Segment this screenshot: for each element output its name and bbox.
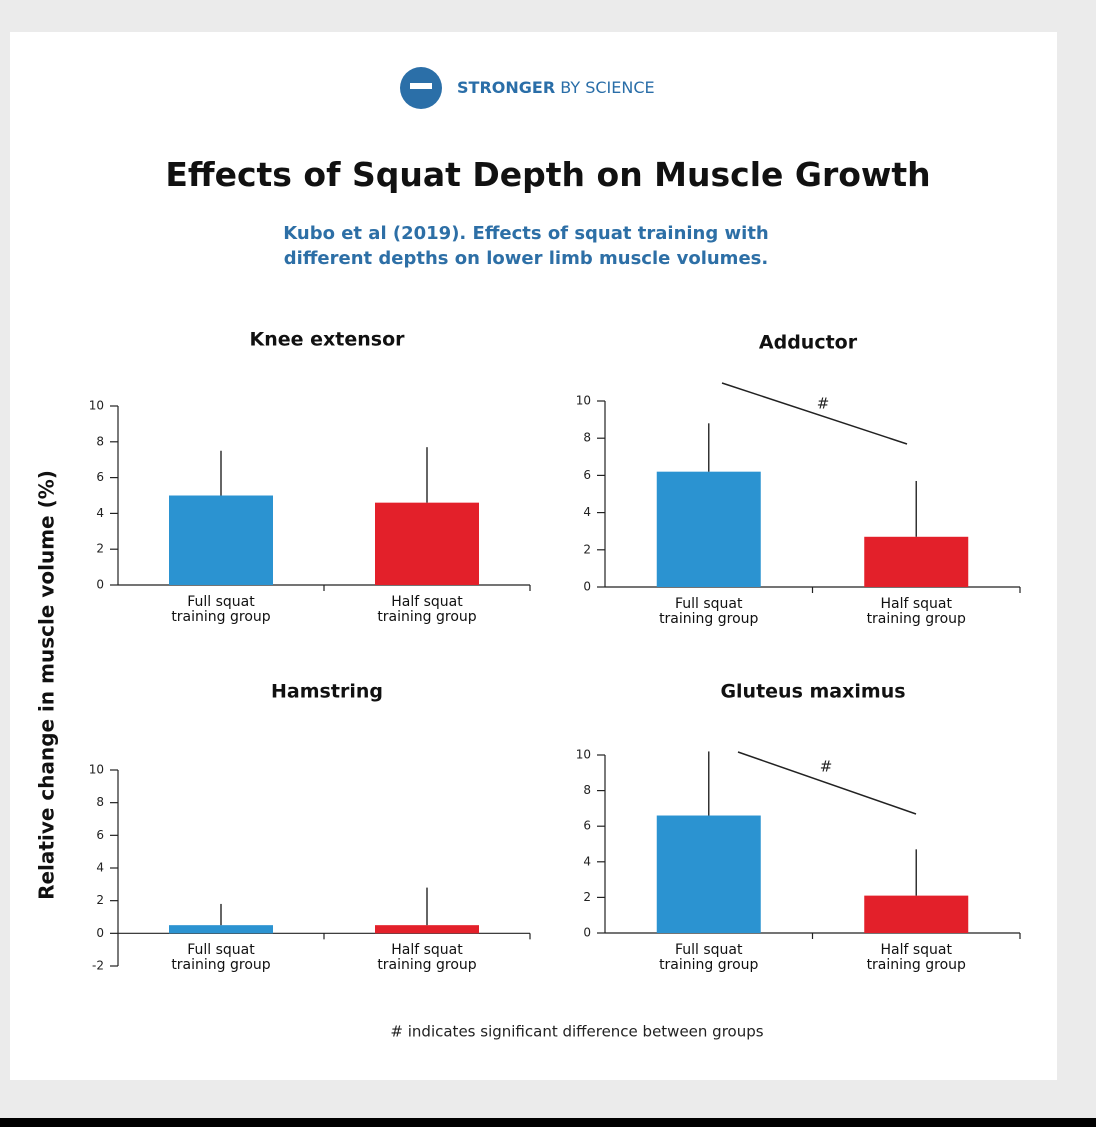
- x-tick-label-box: Half squat training group: [377, 943, 477, 974]
- bar: [375, 925, 479, 934]
- x-tick-label-box: Full squat training group: [171, 595, 271, 625]
- y-tick-label: 4: [583, 505, 591, 519]
- significance-line: [737, 751, 917, 815]
- bar: [656, 815, 761, 933]
- x-tick-label-box: Full squat training group: [171, 943, 271, 974]
- x-tick-label-box: Half squat training group: [866, 943, 966, 973]
- y-tick-label: 2: [583, 890, 591, 904]
- title: Effects of Squat Depth on Muscle Growth: [165, 155, 931, 194]
- y-tick-label: 10: [576, 394, 591, 408]
- x-tick-label-box: Half squat training group: [866, 597, 966, 627]
- bar: [864, 536, 969, 587]
- subtitle: Kubo et al (2019). Effects of squat trai…: [283, 223, 769, 269]
- y-tick-label: 8: [583, 783, 591, 797]
- y-tick-label: 0: [96, 926, 104, 940]
- brand-bold: STRONGER: [457, 78, 556, 97]
- y-tick-label: 6: [96, 470, 104, 484]
- y-tick-label: 8: [96, 795, 104, 809]
- annotation: #: [820, 758, 833, 776]
- y-tick-label: 0: [583, 580, 591, 594]
- x-tick-label: Half squat training group: [866, 597, 966, 627]
- x-tick-label: Full squat training group: [171, 943, 271, 974]
- x-tick-label-box: Full squat training group: [659, 943, 759, 973]
- y-tick-label: 10: [89, 763, 104, 777]
- brand: STRONGER BY SCIENCE: [457, 78, 655, 97]
- x-tick-label-box: Half squat training group: [377, 595, 477, 625]
- y-tick-label: 10: [576, 748, 591, 762]
- logo-icon: [410, 83, 432, 89]
- x-tick-label: Full squat training group: [171, 595, 271, 625]
- y-tick-label: 2: [96, 893, 104, 907]
- y-tick-label: 8: [96, 434, 104, 448]
- y-tick-label: 2: [96, 542, 104, 556]
- bar: [375, 502, 479, 585]
- bottom-bar: [0, 1118, 1096, 1127]
- y-tick-label: 0: [583, 926, 591, 940]
- y-axis-label: Relative change in muscle volume (%): [35, 470, 59, 900]
- y-tick-label: 10: [89, 399, 104, 413]
- y-tick-label: 4: [96, 861, 104, 875]
- x-tick-label: Half squat training group: [866, 943, 966, 973]
- y-tick-label: 0: [96, 578, 104, 592]
- chart-title: Knee extensor: [249, 329, 405, 351]
- chart-title: Gluteus maximus: [720, 681, 905, 703]
- y-tick-label: 4: [96, 506, 104, 520]
- y-tick-label: 8: [583, 431, 591, 445]
- x-tick-label-box: Full squat training group: [659, 597, 759, 627]
- y-tick-label: 4: [583, 854, 591, 868]
- annotation: #: [817, 395, 830, 413]
- bar: [169, 495, 273, 585]
- bar: [656, 471, 761, 587]
- brand-rest: BY SCIENCE: [560, 78, 655, 97]
- y-tick-label: 6: [583, 819, 591, 833]
- chart-title: Hamstring: [271, 681, 383, 703]
- x-tick-label: Half squat training group: [377, 943, 477, 974]
- bar: [169, 925, 273, 934]
- bar: [864, 895, 969, 933]
- y-tick-label: 2: [583, 542, 591, 556]
- x-tick-label: Half squat training group: [377, 595, 477, 625]
- x-tick-label: Full squat training group: [659, 943, 759, 973]
- x-tick-label: Full squat training group: [659, 597, 759, 627]
- footnote: # indicates significant difference betwe…: [390, 1023, 763, 1041]
- y-tick-label: -2: [92, 959, 104, 973]
- significance-line: [721, 382, 908, 445]
- y-tick-label: 6: [583, 468, 591, 482]
- y-tick-label: 6: [96, 828, 104, 842]
- chart-title: Adductor: [759, 332, 858, 354]
